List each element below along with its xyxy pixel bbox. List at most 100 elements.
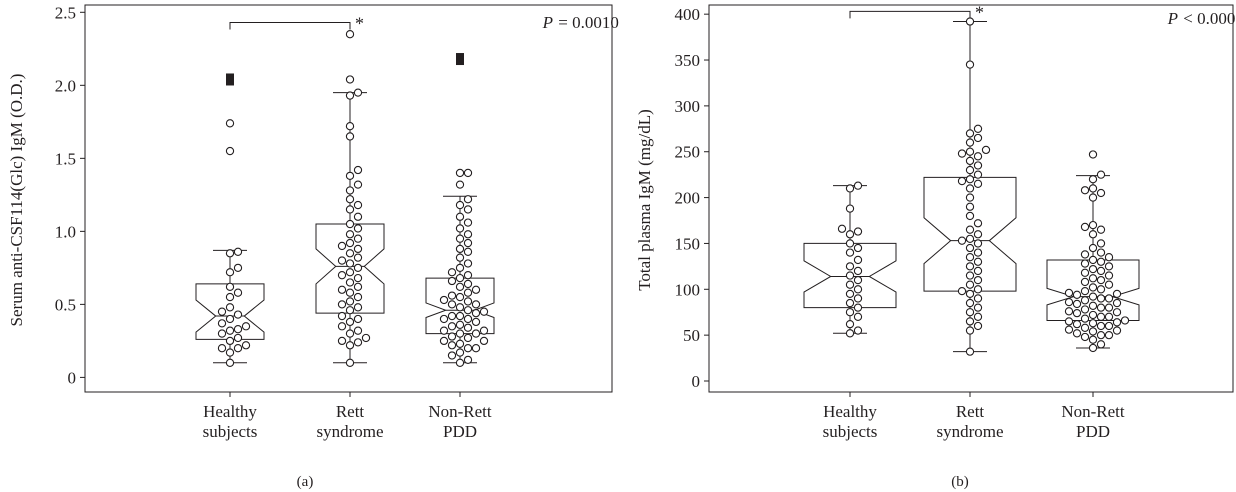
panel-b-box [1046,259,1140,321]
panel-b-data-point [965,262,975,271]
panel-b-y-tick-label: 50 [683,326,700,345]
panel-b-data-point [1080,332,1090,342]
panel-b-data-point [965,253,975,262]
panel-a-data-point [345,278,355,287]
panel-b-data-point [965,184,975,193]
panel-b-data-point [965,234,975,244]
panel-b-data-point [965,211,975,221]
panel-a-data-point [337,311,347,321]
panel-a-data-point [337,256,347,265]
panel-b-y-tick-label: 400 [675,5,701,24]
panel-a-data-point [217,307,227,316]
panel-b-y-tick-label: 200 [675,189,701,208]
panel-a-data-point [233,344,243,353]
panel-a-data-point [225,292,235,302]
panel-a-data-point [463,355,473,365]
panel-a-data-point [463,218,473,227]
panel-a-data-point [345,122,355,131]
panel-a-data-point [447,322,457,331]
panel-a-data-point [353,338,363,347]
panel-b-p-value: < 0.0001 [1179,9,1236,28]
panel-a-data-point [353,292,363,302]
panel-a-data-point [345,186,355,195]
panel-a-data-point [345,341,355,350]
panel-a-data-point [455,320,465,329]
panel-b-data-point [965,175,975,184]
panel-a-data-point [345,219,355,229]
panel-b-data-point [1120,316,1130,325]
panel-b-data-point [1104,321,1114,331]
panel-b-data-point [965,60,975,69]
panel-a-y-tick-label: 0.5 [55,295,76,314]
panel-b-data-point [1064,317,1074,326]
panel-b-data-point [845,271,855,280]
panel-a-data-point [337,241,347,251]
panel-a-data-point [217,319,227,328]
panel-a-data-point [455,339,465,348]
panel-b-x-label-line2: PDD [1076,422,1110,441]
panel-b-data-point [853,303,863,312]
panel-b-data-point [845,329,855,338]
panel-b-data-point [845,289,855,299]
panel-a-data-point [353,165,363,175]
panel-a-data-point [455,212,465,221]
panel-b-data-point [973,179,983,188]
panel-b-data-point [1112,298,1122,308]
panel-b-data-point [1064,307,1074,316]
panel-a-data-point [337,271,347,280]
panel-b-data-point [1072,319,1082,329]
panel-a-data-point [233,263,243,273]
panel-b-data-point [1104,303,1114,312]
panel-a-data-point [463,230,473,239]
panel-a-data-point [447,341,457,350]
panel-a-data-point [225,336,235,346]
panel-b-data-point [1080,259,1090,268]
panel-b-data-point [957,286,967,296]
panel-a-x-label-line1: Rett [336,402,365,421]
panel-a-data-point [345,268,355,277]
panel-b-data-point [1112,289,1122,299]
panel-b-data-point [853,227,863,236]
panel-a-data-point [361,333,371,343]
panel-a-data-point [463,288,473,297]
panel-b-data-point [845,248,855,257]
panel-a-data-point [225,146,235,156]
panel-a-data-point [455,244,465,254]
panel-a-data-point [463,205,473,214]
panel-b-y-tick-label: 0 [692,372,701,391]
panel-a-data-point [345,171,355,181]
panel-a-data-point [353,263,363,273]
panel-a-data-point [225,358,235,367]
panel-b-data-point [973,239,983,248]
panel-a-data-point [353,273,363,283]
panel-b-data-point [1096,225,1106,234]
panel-a-data-point [337,322,347,331]
panel-b-data-point [1112,318,1122,327]
panel-b-data-point [1080,296,1090,305]
panel-b-data-point [965,317,975,326]
panel-b-data-point [1080,268,1090,277]
panel-a-data-point [353,180,363,189]
panel-b-data-point [853,285,863,294]
panel-b-data-point [965,129,975,138]
panel-b-data-point [1080,222,1090,232]
panel-b-data-point [1096,303,1106,312]
panel-a-data-point [345,288,355,297]
panel-b-data-point [1064,297,1074,307]
panel-b-data-point [845,204,855,213]
panel-b-y-tick-label: 250 [675,143,701,162]
panel-a-data-point [455,358,465,367]
panel-b-x-label-line2: syndrome [936,422,1003,441]
panel-a-data-point [225,348,235,357]
panel-b-data-point [1080,186,1090,195]
panel-b-data-point [965,271,975,280]
panel-a-data-point [353,326,363,335]
panel-a-data-point [463,195,473,204]
panel-b-data-point [1064,288,1074,298]
panel-a-box-plot: Serum anti-CSF114(Glc) IgM (O.D.) P = 0.… [7,3,619,490]
panel-a-y-tick-label: 2.0 [55,76,76,95]
panel-a-data-point [345,306,355,315]
panel-a-data-point [463,314,473,324]
panel-b-data-point [973,219,983,228]
panel-b-x-label-line1: Healthy [823,402,877,421]
